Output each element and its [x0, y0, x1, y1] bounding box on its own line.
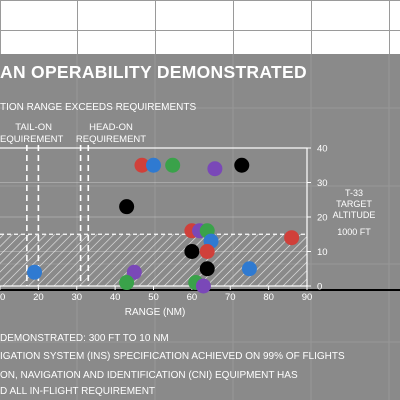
y-tick-label: 30: [317, 178, 328, 189]
x-tick-label: 30: [71, 292, 82, 303]
data-point: [119, 199, 135, 215]
data-point: [199, 261, 215, 277]
y-tick-label: 0: [317, 282, 322, 293]
data-point: [119, 275, 135, 291]
slide-title: AN OPERABILITY DEMONSTRATED: [0, 62, 307, 82]
x-axis-label: RANGE (NM): [125, 307, 186, 318]
target-altitude-line-2: TARGET: [336, 199, 372, 209]
head-on-requirement-label: HEAD-ON REQUIREMENT: [68, 122, 154, 146]
x-tick-label: 10: [0, 292, 5, 303]
head-on-line-1: HEAD-ON: [89, 122, 133, 133]
data-point: [241, 261, 257, 277]
data-point: [146, 157, 161, 173]
x-tick-label: 20: [33, 292, 44, 303]
footer-line-3: ON, NAVIGATION AND IDENTIFICATION (CNI) …: [0, 370, 298, 381]
x-tick-label: 40: [110, 292, 121, 303]
data-point: [234, 157, 250, 173]
data-point: [184, 244, 200, 259]
tail-on-line-1: TAIL-ON: [15, 122, 52, 133]
bg-grid-line: [0, 0, 400, 1]
tail-on-line-2: EQUIREMENT: [0, 134, 64, 145]
x-tick-label: 60: [187, 292, 198, 303]
tail-on-requirement-label: TAIL-ON EQUIREMENT: [0, 122, 64, 146]
y-tick-label: 10: [317, 247, 328, 258]
x-tick-label: 90: [302, 292, 313, 303]
footer-line-2: IGATION SYSTEM (INS) SPECIFICATION ACHIE…: [0, 351, 345, 362]
footer-line-4: D ALL IN-FLIGHT REQUIREMENT: [0, 386, 156, 397]
x-tick-label: 80: [263, 292, 274, 303]
target-altitude-line-3: ALTITUDE: [332, 210, 376, 220]
x-tick-label: 50: [148, 292, 159, 303]
hatched-band: [0, 234, 307, 286]
data-point: [284, 230, 300, 246]
data-point: [195, 278, 211, 294]
head-on-line-2: REQUIREMENT: [75, 134, 147, 145]
y-tick-label: 20: [317, 213, 328, 224]
target-altitude-line-4: 1000 FT: [337, 227, 371, 237]
data-point: [134, 157, 150, 173]
target-altitude-line-1: T-33: [344, 188, 363, 198]
data-point: [126, 264, 142, 280]
bg-grid-line: [0, 30, 400, 31]
data-point: [199, 244, 215, 259]
y-tick-label: 40: [317, 144, 328, 155]
slide-subtitle: TION RANGE EXCEEDS REQUIREMENTS: [0, 102, 197, 113]
data-point: [207, 161, 223, 177]
x-tick-label: 70: [225, 292, 236, 303]
target-altitude-label: T-33 TARGET ALTITUDE 1000 FT: [326, 188, 382, 238]
footer-line-1: DEMONSTRATED: 300 FT TO 10 NM: [0, 333, 169, 344]
data-point: [165, 157, 181, 173]
data-point: [27, 264, 43, 280]
